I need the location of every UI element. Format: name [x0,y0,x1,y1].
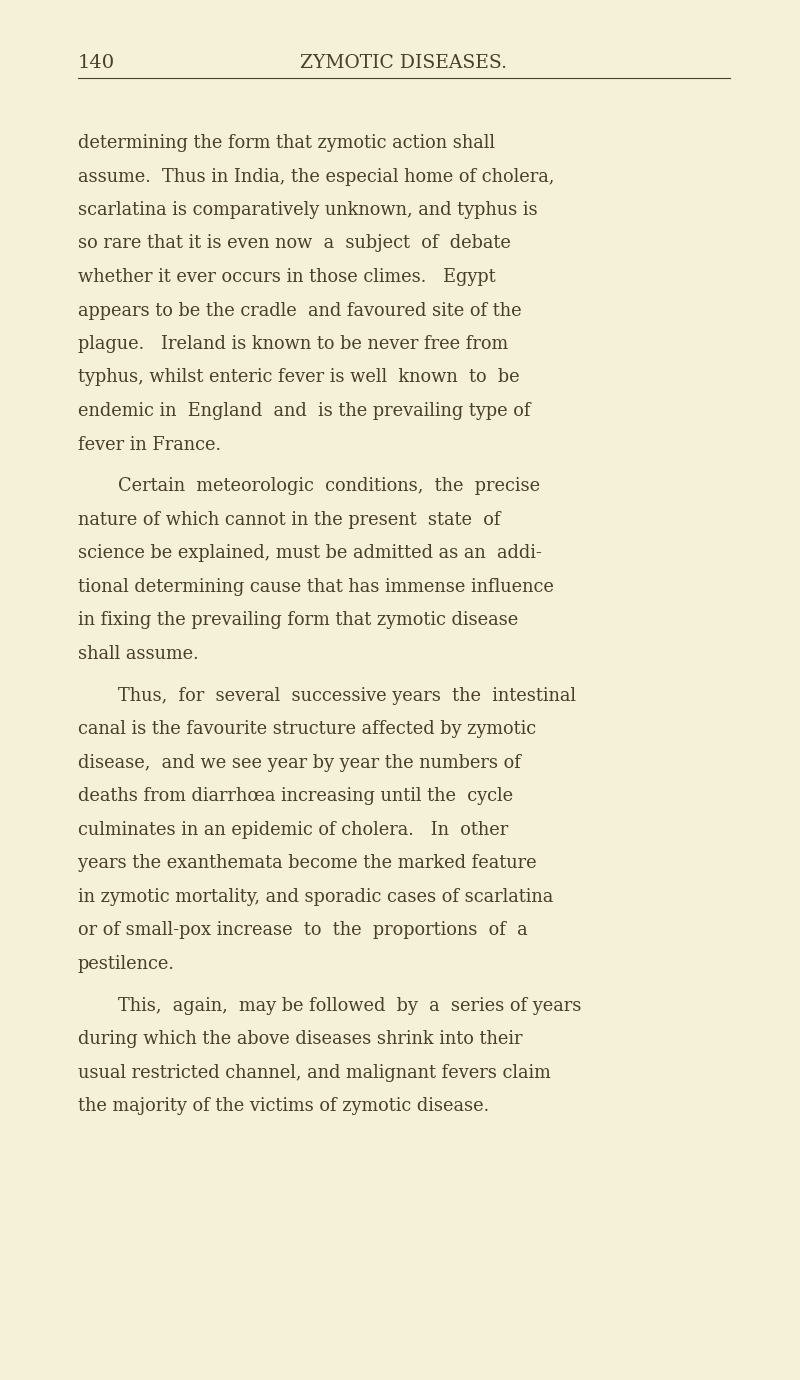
Text: tional determining cause that has immense influence: tional determining cause that has immens… [78,578,554,596]
Text: Certain  meteorologic  conditions,  the  precise: Certain meteorologic conditions, the pre… [118,477,540,495]
Text: typhus, whilst enteric fever is well  known  to  be: typhus, whilst enteric fever is well kno… [78,368,520,386]
Text: assume.  Thus in India, the especial home of cholera,: assume. Thus in India, the especial home… [78,167,554,185]
Text: scarlatina is comparatively unknown, and typhus is: scarlatina is comparatively unknown, and… [78,201,538,219]
Text: determining the form that zymotic action shall: determining the form that zymotic action… [78,134,495,152]
Text: disease,  and we see year by year the numbers of: disease, and we see year by year the num… [78,753,521,771]
Text: fever in France.: fever in France. [78,436,221,454]
Text: ZYMOTIC DISEASES.: ZYMOTIC DISEASES. [301,54,507,72]
Text: endemic in  England  and  is the prevailing type of: endemic in England and is the prevailing… [78,402,530,420]
Text: Thus,  for  several  successive years  the  intestinal: Thus, for several successive years the i… [118,687,576,705]
Text: whether it ever occurs in those climes.   Egypt: whether it ever occurs in those climes. … [78,268,496,286]
Text: nature of which cannot in the present  state  of: nature of which cannot in the present st… [78,511,501,529]
Text: years the exanthemata become the marked feature: years the exanthemata become the marked … [78,854,537,872]
Text: appears to be the cradle  and favoured site of the: appears to be the cradle and favoured si… [78,301,522,320]
Text: the majority of the victims of zymotic disease.: the majority of the victims of zymotic d… [78,1097,489,1115]
Text: science be explained, must be admitted as an  addi-: science be explained, must be admitted a… [78,544,542,563]
Text: so rare that it is even now  a  subject  of  debate: so rare that it is even now a subject of… [78,235,511,253]
Text: 140: 140 [78,54,115,72]
Text: shall assume.: shall assume. [78,644,198,662]
Text: culminates in an epidemic of cholera.   In  other: culminates in an epidemic of cholera. In… [78,821,508,839]
Text: or of small-pox increase  to  the  proportions  of  a: or of small-pox increase to the proporti… [78,922,528,940]
Text: during which the above diseases shrink into their: during which the above diseases shrink i… [78,1029,522,1049]
Text: canal is the favourite structure affected by zymotic: canal is the favourite structure affecte… [78,720,536,738]
Text: This,  again,  may be followed  by  a  series of years: This, again, may be followed by a series… [118,996,582,1014]
Text: usual restricted channel, and malignant fevers claim: usual restricted channel, and malignant … [78,1064,550,1082]
Text: deaths from diarrhœa increasing until the  cycle: deaths from diarrhœa increasing until th… [78,787,513,806]
Text: plague.   Ireland is known to be never free from: plague. Ireland is known to be never fre… [78,335,508,353]
Text: pestilence.: pestilence. [78,955,175,973]
Text: in fixing the prevailing form that zymotic disease: in fixing the prevailing form that zymot… [78,611,518,629]
Text: in zymotic mortality, and sporadic cases of scarlatina: in zymotic mortality, and sporadic cases… [78,887,554,905]
